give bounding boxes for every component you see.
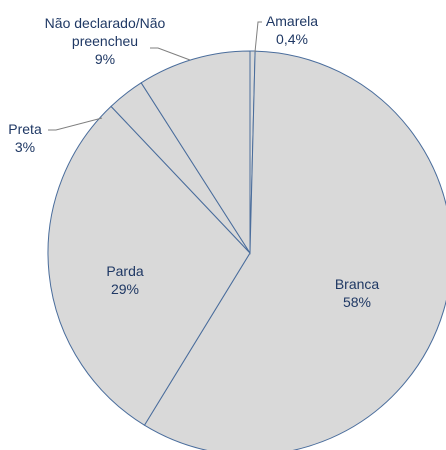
pie-slice	[140, 50, 251, 255]
category-label: Preta	[8, 121, 42, 137]
value-label: 29%	[110, 281, 140, 297]
slice-label: Parda 29%	[85, 262, 165, 298]
value-label: 3%	[14, 139, 36, 155]
category-label: Amarela	[265, 13, 319, 29]
category-label: Branca	[334, 276, 380, 292]
slice-label: Não declarado/Não preencheu 9%	[40, 14, 170, 68]
slice-label: Preta 3%	[0, 120, 50, 156]
leader-line	[150, 47, 191, 61]
category-label: Parda	[106, 263, 144, 279]
value-label: 58%	[342, 294, 372, 310]
value-label: 0,4%	[276, 31, 308, 47]
category-label: Não declarado/Não preencheu	[44, 15, 166, 49]
value-label: 9%	[94, 51, 116, 67]
slice-label: Branca 58%	[317, 275, 397, 311]
pie-slice	[47, 105, 251, 426]
leader-line	[254, 21, 262, 53]
slice-label: Amarela 0,4%	[262, 12, 322, 48]
leader-line	[48, 117, 103, 131]
pie-slice	[143, 50, 446, 450]
